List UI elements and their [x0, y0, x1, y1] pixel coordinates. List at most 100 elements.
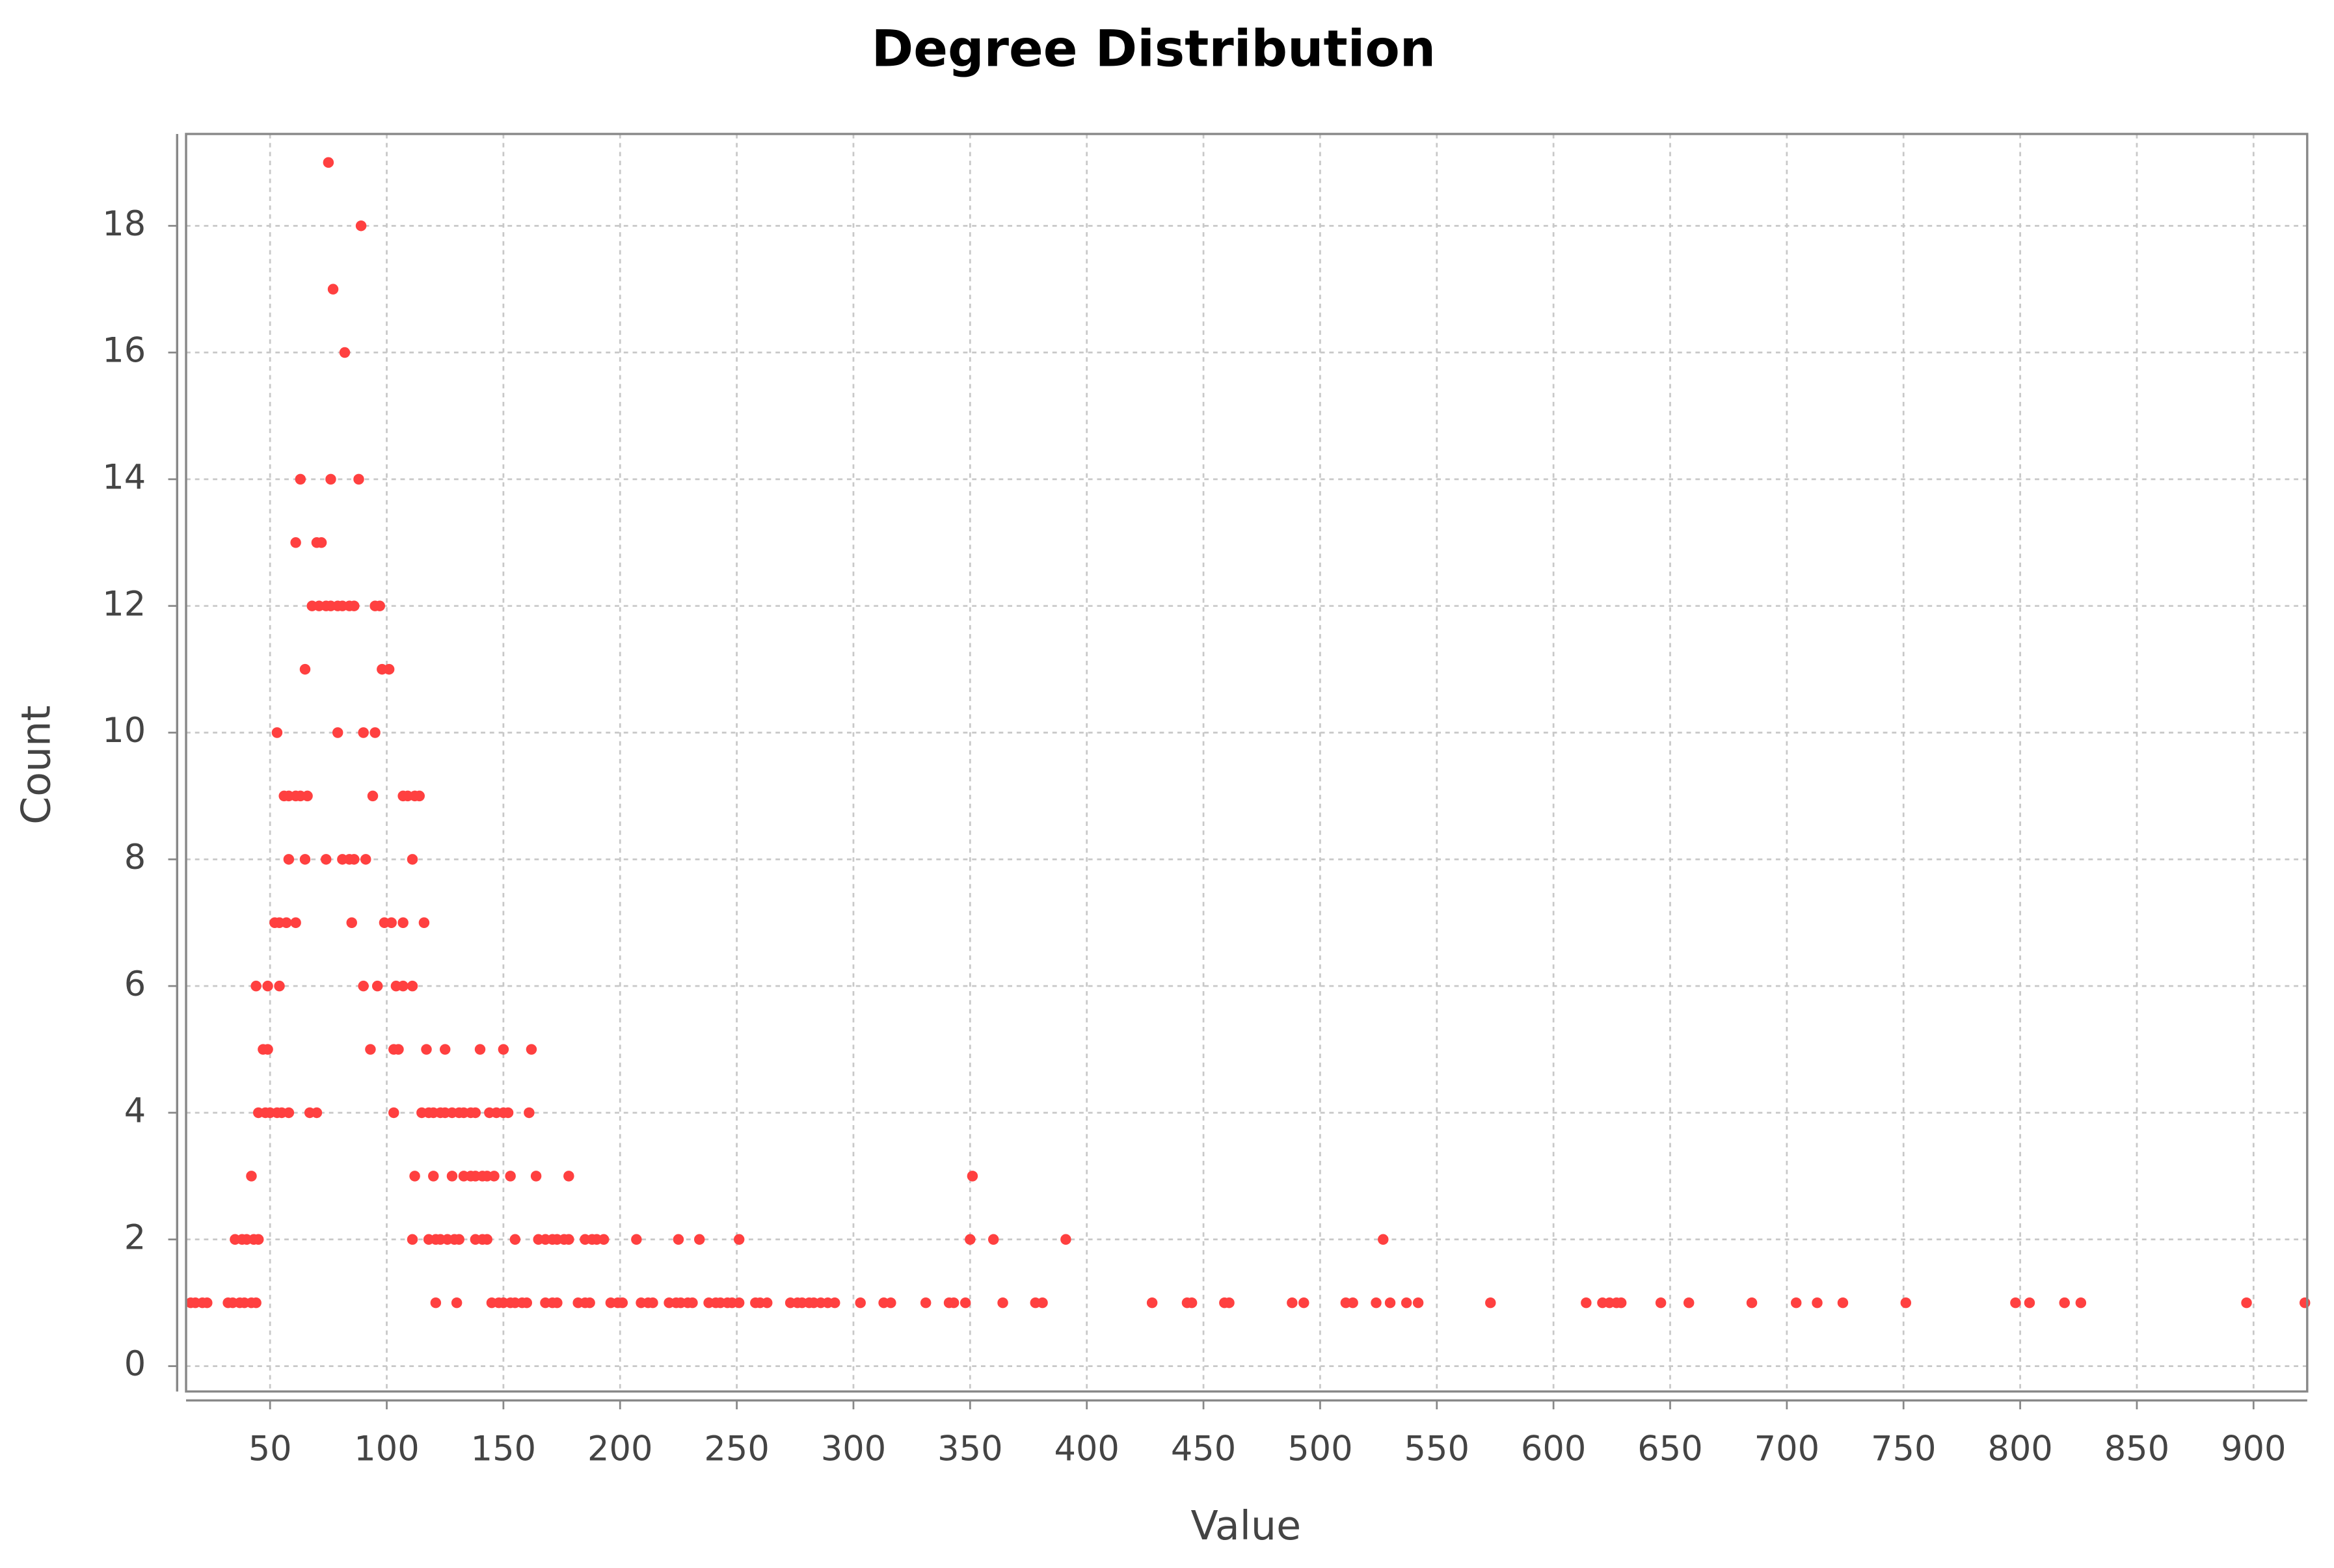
point: [283, 1107, 295, 1119]
x-tick-label: 850: [2104, 1429, 2169, 1469]
x-tick-label: 900: [2221, 1429, 2286, 1469]
point: [358, 980, 369, 992]
point: [311, 1107, 323, 1119]
x-tick-label: 650: [1637, 1429, 1702, 1469]
x-tick-label: 250: [704, 1429, 769, 1469]
point: [489, 1171, 500, 1182]
y-tick-label: 16: [102, 331, 146, 371]
point: [563, 1171, 574, 1182]
point: [1485, 1297, 1496, 1309]
point: [358, 727, 369, 738]
point: [1371, 1297, 1382, 1309]
point: [371, 980, 383, 992]
point: [374, 600, 386, 611]
point: [1060, 1234, 1071, 1245]
point: [369, 727, 381, 738]
point: [439, 1044, 451, 1055]
point: [246, 1171, 257, 1182]
point: [386, 917, 397, 928]
point: [407, 854, 418, 865]
point: [383, 663, 395, 675]
point: [521, 1297, 533, 1309]
point: [1812, 1297, 1823, 1309]
point: [829, 1297, 840, 1309]
x-tick-label: 750: [1871, 1429, 1936, 1469]
point: [647, 1297, 658, 1309]
point: [855, 1297, 866, 1309]
point: [1837, 1297, 1849, 1309]
point: [346, 917, 357, 928]
x-tick-label: 200: [587, 1429, 652, 1469]
point: [1401, 1297, 1412, 1309]
point: [271, 727, 283, 738]
point: [530, 1171, 542, 1182]
point: [693, 1234, 705, 1245]
point: [470, 1107, 481, 1119]
point: [325, 473, 336, 485]
point: [505, 1171, 516, 1182]
y-tick-label: 4: [124, 1091, 146, 1131]
point: [2241, 1297, 2252, 1309]
point: [673, 1234, 684, 1245]
point: [987, 1234, 999, 1245]
x-tick-label: 700: [1754, 1429, 1819, 1469]
point: [481, 1234, 493, 1245]
point: [315, 537, 327, 548]
point: [327, 284, 339, 295]
point: [885, 1297, 896, 1309]
point: [353, 473, 364, 485]
point: [1746, 1297, 1758, 1309]
point: [563, 1234, 574, 1245]
point: [948, 1297, 959, 1309]
point: [451, 1297, 463, 1309]
point: [430, 1297, 442, 1309]
point: [733, 1297, 745, 1309]
point: [2075, 1297, 2087, 1309]
y-tick-label: 0: [124, 1344, 146, 1384]
plot-frame: [185, 133, 2309, 1393]
point: [2024, 1297, 2035, 1309]
point: [339, 347, 351, 358]
point: [202, 1297, 213, 1309]
point: [1790, 1297, 1802, 1309]
point: [526, 1044, 537, 1055]
point: [1900, 1297, 1912, 1309]
x-tick-label: 450: [1171, 1429, 1236, 1469]
point: [498, 1044, 509, 1055]
point: [965, 1234, 976, 1245]
point: [1224, 1297, 1235, 1309]
x-tick-label: 300: [821, 1429, 886, 1469]
point: [687, 1297, 698, 1309]
point: [1655, 1297, 1667, 1309]
point: [1347, 1297, 1358, 1309]
point: [762, 1297, 773, 1309]
point: [407, 1234, 418, 1245]
chart-title: Degree Distribution: [872, 20, 1436, 79]
point: [281, 917, 292, 928]
point: [920, 1297, 932, 1309]
point: [421, 1044, 432, 1055]
point: [2299, 1297, 2311, 1309]
point: [397, 917, 409, 928]
point: [274, 980, 285, 992]
point: [388, 1107, 399, 1119]
x-tick-label: 100: [354, 1429, 419, 1469]
point: [1384, 1297, 1396, 1309]
x-tick-label: 150: [471, 1429, 536, 1469]
point: [299, 663, 311, 675]
y-tick-label: 2: [124, 1217, 146, 1257]
point: [524, 1107, 535, 1119]
point: [295, 473, 306, 485]
point: [367, 790, 379, 802]
x-tick-label: 350: [937, 1429, 1002, 1469]
point: [1683, 1297, 1695, 1309]
point: [349, 854, 360, 865]
point: [959, 1297, 971, 1309]
point: [414, 790, 425, 802]
point: [1412, 1297, 1424, 1309]
point: [733, 1234, 745, 1245]
point: [1037, 1297, 1048, 1309]
point: [252, 1234, 264, 1245]
